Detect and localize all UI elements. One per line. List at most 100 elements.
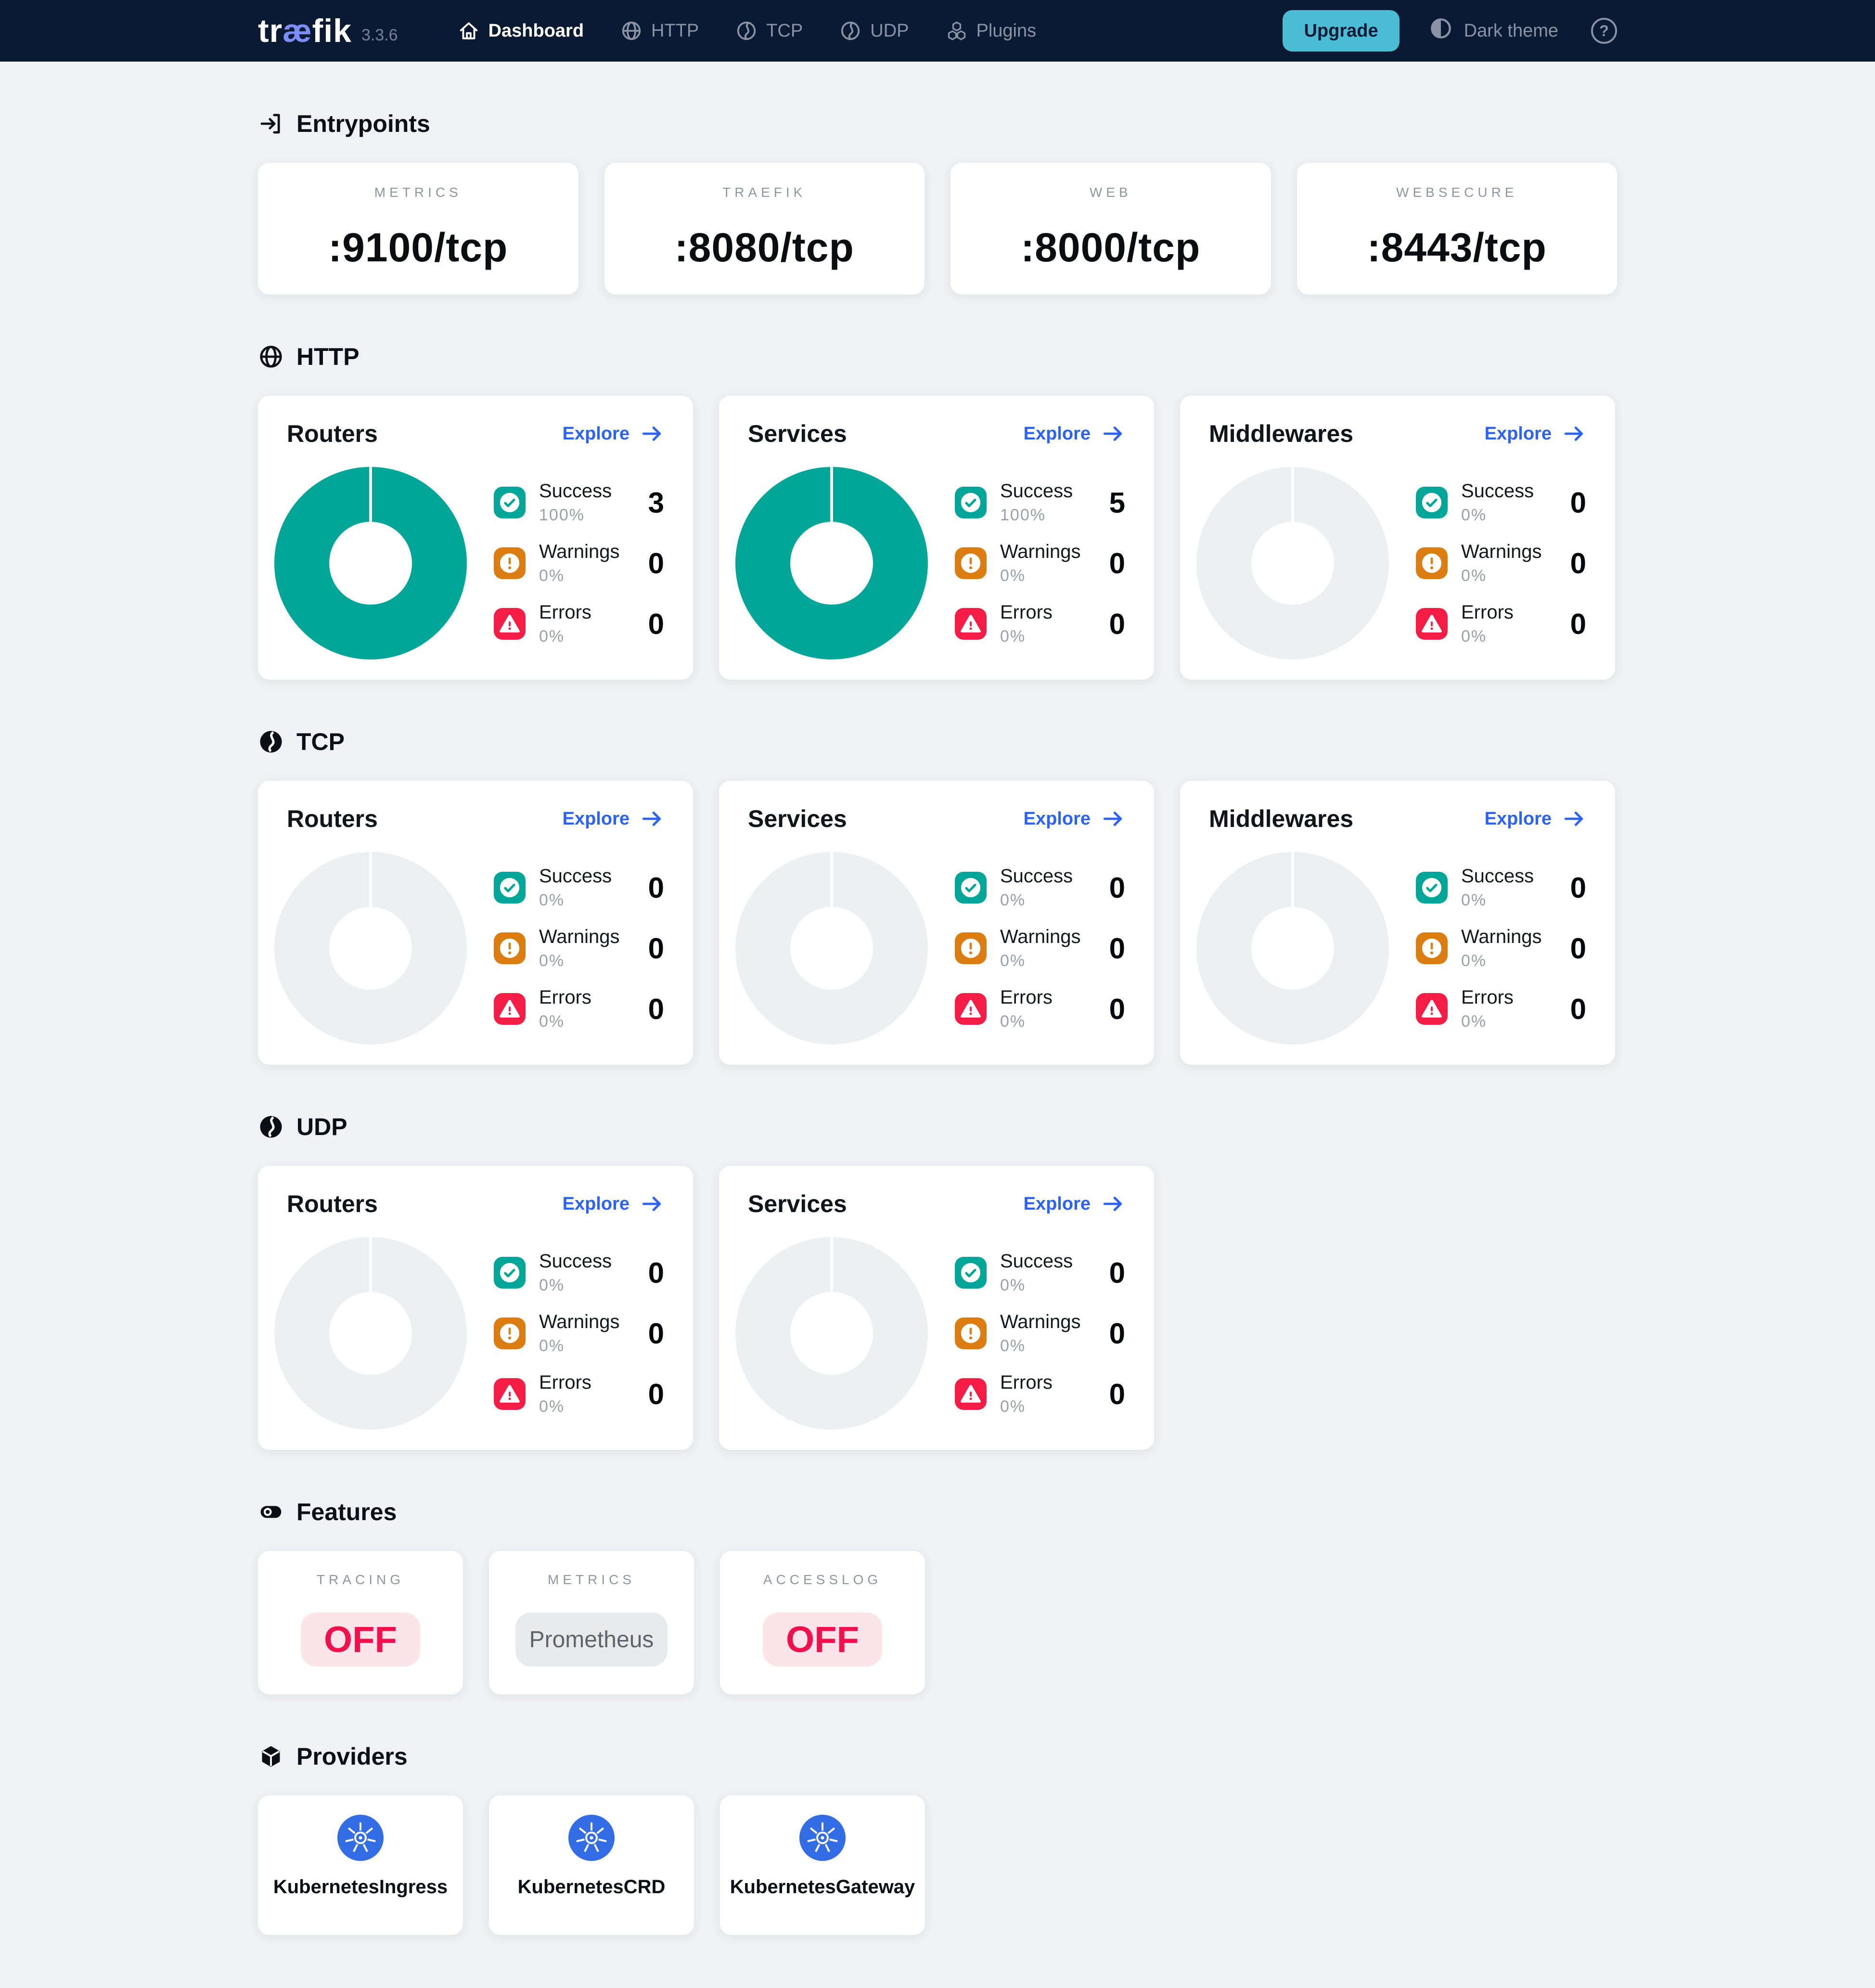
arrow-right-icon <box>1103 812 1122 826</box>
stat-value: 0 <box>648 1256 664 1289</box>
section-title: TCP <box>296 728 345 755</box>
section-title: HTTP <box>296 343 360 370</box>
errors-stat: Errors 0% 0 <box>955 1372 1125 1416</box>
stat-percent: 0% <box>1000 1276 1026 1294</box>
stat-percent: 0% <box>1000 891 1026 909</box>
provider-card-kubernetesgateway: KubernetesGateway <box>720 1795 925 1935</box>
stat-value: 0 <box>1109 1378 1125 1410</box>
explore-label: Explore <box>562 1193 629 1214</box>
upgrade-button[interactable]: Upgrade <box>1283 10 1400 52</box>
entrypoint-card-web: WEB :8000/tcp <box>950 163 1271 295</box>
stat-value: 0 <box>1109 932 1125 965</box>
kubernetes-icon <box>258 1814 463 1862</box>
explore-link[interactable]: Explore <box>563 1192 664 1216</box>
stat-value: 0 <box>648 871 664 904</box>
explore-link[interactable]: Explore <box>1024 807 1125 831</box>
legend: Success 0% 0 Warnings 0% 0 Errors 0% 0 <box>1416 865 1586 1031</box>
entrypoint-label: TRAEFIK <box>722 185 807 200</box>
feature-card-metrics: METRICS Prometheus <box>489 1551 694 1694</box>
arrow-right-icon <box>1103 426 1122 441</box>
errors-stat: Errors 0% 0 <box>494 602 664 646</box>
nav-item-plugins[interactable]: Plugins <box>946 20 1036 42</box>
donut-chart <box>274 1237 467 1430</box>
dark-theme-toggle[interactable]: Dark theme <box>1428 16 1558 46</box>
warning-icon <box>955 1317 987 1349</box>
feature-label: METRICS <box>548 1572 635 1587</box>
udp-icon <box>258 1114 284 1140</box>
stat-label: Success <box>1000 480 1073 502</box>
warnings-stat: Warnings 0% 0 <box>955 926 1125 970</box>
donut-chart <box>274 852 467 1045</box>
stat-value: 0 <box>648 1317 664 1350</box>
explore-link[interactable]: Explore <box>1485 807 1586 831</box>
home-icon <box>458 20 480 42</box>
legend: Success 100% 5 Warnings 0% 0 Errors 0% 0 <box>955 480 1125 646</box>
explore-label: Explore <box>1484 423 1552 444</box>
kubernetes-icon <box>489 1814 694 1862</box>
stat-label: Errors <box>1000 987 1053 1008</box>
traefik-logo[interactable]: træfik <box>258 12 352 50</box>
udp-row: Routers Explore Success 0% 0 Warnings 0% <box>258 1166 1617 1450</box>
stat-value: 0 <box>1109 607 1125 640</box>
explore-link[interactable]: Explore <box>563 807 664 831</box>
errors-stat: Errors 0% 0 <box>494 1372 664 1416</box>
explore-link[interactable]: Explore <box>1024 1192 1125 1216</box>
provider-card-kubernetesingress: KubernetesIngress <box>258 1795 463 1935</box>
stat-label: Errors <box>539 602 591 623</box>
entrypoint-card-websecure: WEBSECURE :8443/tcp <box>1297 163 1617 295</box>
stat-label: Success <box>1461 865 1534 887</box>
nav-item-tcp[interactable]: TCP <box>735 20 803 42</box>
stat-value: 5 <box>1109 486 1125 519</box>
udp-services-card: Services Explore Success 0% 0 Warnings 0% <box>719 1166 1154 1450</box>
nav-item-label: UDP <box>870 20 909 41</box>
stat-value: 0 <box>648 547 664 580</box>
warnings-stat: Warnings 0% 0 <box>494 1311 664 1355</box>
success-icon <box>494 872 526 904</box>
stat-percent: 0% <box>1000 952 1026 970</box>
stat-value: 0 <box>1109 993 1125 1025</box>
stat-label: Warnings <box>1461 541 1542 562</box>
card-title: Services <box>748 1190 847 1217</box>
explore-link[interactable]: Explore <box>1024 422 1125 446</box>
stat-label: Errors <box>1461 602 1514 623</box>
nav-item-dashboard[interactable]: Dashboard <box>458 20 584 42</box>
success-icon <box>494 1257 526 1289</box>
error-icon <box>494 1378 526 1410</box>
stat-percent: 0% <box>539 1276 565 1294</box>
explore-label: Explore <box>1023 1193 1091 1214</box>
navbar-actions: Upgrade Dark theme ? <box>1283 10 1617 52</box>
donut-chart <box>1196 467 1389 659</box>
explore-link[interactable]: Explore <box>1485 422 1586 446</box>
stat-value: 0 <box>1570 607 1586 640</box>
dark-theme-label: Dark theme <box>1464 20 1558 41</box>
stat-label: Success <box>539 1251 612 1272</box>
feature-card-accesslog: ACCESSLOG OFF <box>720 1551 925 1694</box>
tcp-icon <box>735 20 758 42</box>
arrow-right-icon <box>1103 1197 1122 1211</box>
arrow-right-icon <box>642 812 661 826</box>
stat-percent: 0% <box>539 1397 565 1416</box>
explore-link[interactable]: Explore <box>563 422 664 446</box>
help-icon[interactable]: ? <box>1591 18 1617 44</box>
stat-percent: 0% <box>1461 627 1487 645</box>
success-icon <box>955 487 987 518</box>
providers-row: KubernetesIngress KubernetesCRD Kubernet… <box>258 1795 1617 1935</box>
feature-label: TRACING <box>317 1572 404 1587</box>
stat-percent: 0% <box>539 952 565 970</box>
entrypoint-value: :8443/tcp <box>1367 225 1547 270</box>
nav-item-http[interactable]: HTTP <box>620 20 699 42</box>
stat-percent: 100% <box>1000 506 1046 524</box>
provider-name: KubernetesIngress <box>273 1876 448 1898</box>
errors-stat: Errors 0% 0 <box>1416 602 1586 646</box>
section-title: Entrypoints <box>296 110 430 137</box>
errors-stat: Errors 0% 0 <box>955 987 1125 1031</box>
nav-item-udp[interactable]: UDP <box>839 20 909 42</box>
arrow-right-icon <box>642 1197 661 1211</box>
logo-text: tr <box>258 13 283 49</box>
legend: Success 0% 0 Warnings 0% 0 Errors 0% 0 <box>955 865 1125 1031</box>
donut-chart <box>735 852 928 1045</box>
http-middlewares-card: Middlewares Explore Success 0% 0 Warning <box>1180 396 1615 680</box>
logo-text: fik <box>312 13 352 49</box>
success-stat: Success 0% 0 <box>494 1251 664 1295</box>
card-title: Routers <box>287 805 378 832</box>
